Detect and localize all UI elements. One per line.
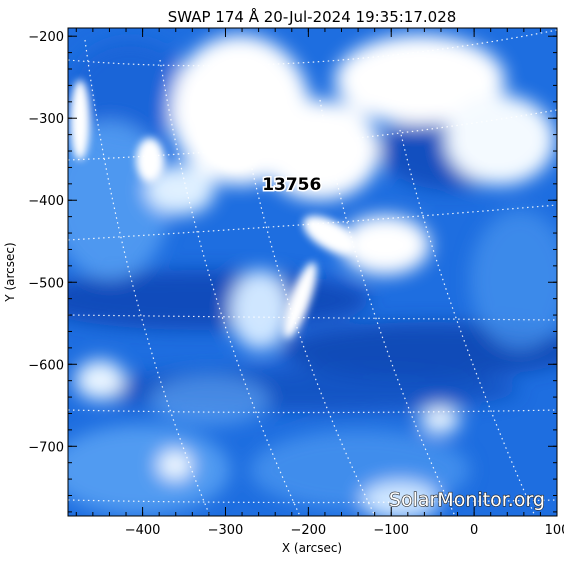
active-region-label: 13756: [262, 175, 321, 195]
solar-image: [68, 28, 557, 516]
watermark-text: SolarMonitor.org: [389, 489, 545, 511]
x-tick-label: −100: [373, 523, 409, 538]
x-tick-label: −400: [125, 523, 161, 538]
y-tick-label: −500: [28, 276, 64, 291]
x-axis-label: X (arcsec): [282, 541, 342, 555]
heliographic-grid: [68, 29, 557, 516]
x-tick-label: 0: [470, 523, 478, 538]
y-tick-label: −700: [28, 440, 64, 455]
y-tick-label: −400: [28, 194, 64, 209]
y-axis-label: Y (arcsec): [3, 242, 17, 302]
axis-ticks: −400 −300 −200 −100 0 100 −200 −300 −400 −500 −600…: [28, 28, 564, 538]
x-tick-label: 100: [545, 523, 564, 538]
y-tick-label: −600: [28, 358, 64, 373]
x-tick-label: −300: [208, 523, 244, 538]
plot-frame: [67, 27, 558, 517]
chart-title: SWAP 174 Å 20-Jul-2024 19:35:17.028: [168, 7, 457, 26]
x-tick-label: −200: [290, 523, 326, 538]
y-tick-label: −200: [28, 30, 64, 45]
y-tick-label: −300: [28, 112, 64, 127]
